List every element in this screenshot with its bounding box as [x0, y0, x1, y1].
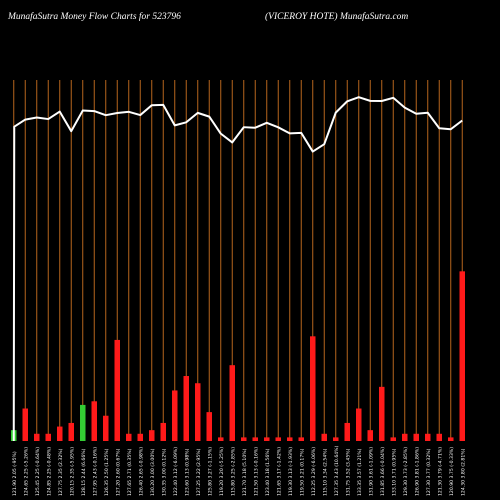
money-flow-bar: [229, 365, 235, 441]
x-tick-label: 127.35 3.43 (10.64%): [334, 445, 340, 496]
x-tick-label: 124.30 3.80 (2.81%): [460, 448, 466, 496]
money-flow-bar: [80, 404, 86, 441]
money-flow-bar: [137, 433, 143, 441]
chart-title-left: MunafaSutra Money Flow Charts for 523796: [8, 12, 181, 22]
x-tick-label: 121.90 2.05 (-95%): [12, 451, 18, 496]
money-flow-bar: [275, 437, 281, 441]
money-flow-bar: [402, 433, 408, 441]
money-flow-bar: [57, 426, 63, 441]
money-flow-bar: [425, 433, 431, 441]
money-flow-bar: [310, 336, 316, 441]
money-flow-bar: [206, 412, 212, 441]
x-tick-label: 120.15 2.35 (-5.95%): [69, 447, 75, 496]
money-flow-bar: [436, 433, 442, 441]
x-tick-label: 131.90 3.61 (-1.09%): [368, 447, 374, 496]
x-tick-label: 115.10 3.34 (2.54%): [322, 448, 328, 496]
x-tick-label: 130.35 3.00 (0.12%): [161, 448, 167, 496]
money-flow-bar: [321, 433, 327, 441]
x-tick-label: 126.35 2.50 (1.25%): [104, 448, 110, 496]
money-flow-bar: [195, 383, 201, 441]
money-flow-bar: [218, 437, 224, 441]
money-flow-bar: [126, 433, 132, 441]
money-flow-bar: [298, 437, 304, 441]
x-tick-label: 122.40 3.12 (-6.09%): [173, 447, 179, 496]
x-tick-label: 127.95 2.43 (-0.16%): [92, 447, 98, 496]
x-tick-label: 131.75 3.52 (3.45%): [345, 448, 351, 496]
x-tick-label: 124.85 2.25 (-0.48%): [46, 447, 52, 496]
x-tick-label: 131.85 3.66 (-0.04%): [380, 447, 386, 496]
money-flow-bar: [149, 430, 155, 441]
x-tick-label: 119.20 3.20 (-5.25%): [219, 447, 225, 496]
x-tick-label: 121.65 3.17 (-1.42%): [276, 447, 282, 496]
money-flow-bar: [22, 408, 28, 441]
money-flow-bar: [68, 422, 74, 441]
x-tick-label: 130.20 3.00 (3.00%): [150, 448, 156, 496]
money-flow-bar: [367, 430, 373, 441]
x-tick-label: 125.45 2.25 (-0.64%): [35, 447, 41, 496]
money-flow-bar: [160, 422, 166, 441]
money-flow-bar: [114, 339, 120, 441]
money-flow-bar: [172, 390, 178, 441]
money-flow-bar: [356, 408, 362, 441]
x-tick-label: 127.20 2.60 (0.67%): [115, 448, 121, 496]
x-tick-label: 119.30 3.13 (-1.93%): [288, 447, 294, 496]
money-flow-bar: [183, 376, 189, 441]
money-flow-bar: [333, 437, 339, 441]
x-tick-label: 120.90 3.75 (-0.33%): [449, 447, 455, 496]
money-flow-bar: [241, 437, 247, 441]
money-flow-bar: [390, 437, 396, 441]
x-tick-label: 121.30 3.79 (-4.71%): [437, 447, 443, 496]
money-flow-bar: [45, 433, 51, 441]
money-flow-bar: [91, 401, 97, 441]
x-tick-label: 121.50 3.13 (-0.16%): [253, 447, 259, 496]
x-tick-label: 127.75 2.35 (2.32%): [58, 448, 64, 496]
x-tick-label: 126.40 2.65 (-0.98%): [138, 447, 144, 496]
x-tick-label: 128.15 2.44 (6.66%): [81, 448, 87, 496]
chart-title-right: (VICEROY HOTE) MunafaSutra.com: [265, 12, 409, 22]
money-flow-bar: [287, 437, 293, 441]
x-tick-label: 121.70 3.18 (5.10%): [242, 448, 248, 496]
x-tick-label: 133.35 3.57 (1.21%): [357, 448, 363, 496]
price-line: [12, 96, 463, 442]
x-tick-label: 129.30 3.73 (-2.85%): [403, 447, 409, 496]
x-tick-label: 123.60 3.13 (0.98%): [184, 448, 190, 496]
x-tick-label: 112.25 3.29 (-6.06%): [311, 447, 317, 496]
money-flow-bar: [459, 271, 465, 441]
money-flow-bar: [252, 437, 258, 441]
x-tick-label: 133.10 3.71 (0.95%): [391, 448, 397, 496]
x-tick-label: 124.65 2.25 (-5.26%): [23, 447, 29, 496]
money-flow-bar: [264, 437, 270, 441]
money-flow-bar: [103, 415, 109, 441]
x-tick-label: 127.30 3.77 (0.32%): [426, 448, 432, 496]
x-tick-label: 123.40 3.18 (1.56%): [265, 448, 271, 496]
money-flow-bar: [379, 386, 385, 441]
x-tick-label: 126.90 3.81 (-1.86%): [414, 447, 420, 496]
x-tick-label: 127.25 3.22 (2.95%): [196, 448, 202, 496]
x-tick-label: 127.65 2.71 (0.35%): [127, 448, 133, 496]
x-tick-label: 119.50 3.21 (0.17%): [299, 448, 305, 496]
money-flow-bar: [34, 433, 40, 441]
x-tick-label: 115.80 3.25 (-2.85%): [230, 447, 236, 496]
money-flow-bar: [344, 422, 350, 441]
money-flow-bar: [413, 433, 419, 441]
x-tick-label: 125.80 3.27 (-1.15%): [207, 447, 213, 496]
money-flow-bar: [448, 437, 454, 441]
